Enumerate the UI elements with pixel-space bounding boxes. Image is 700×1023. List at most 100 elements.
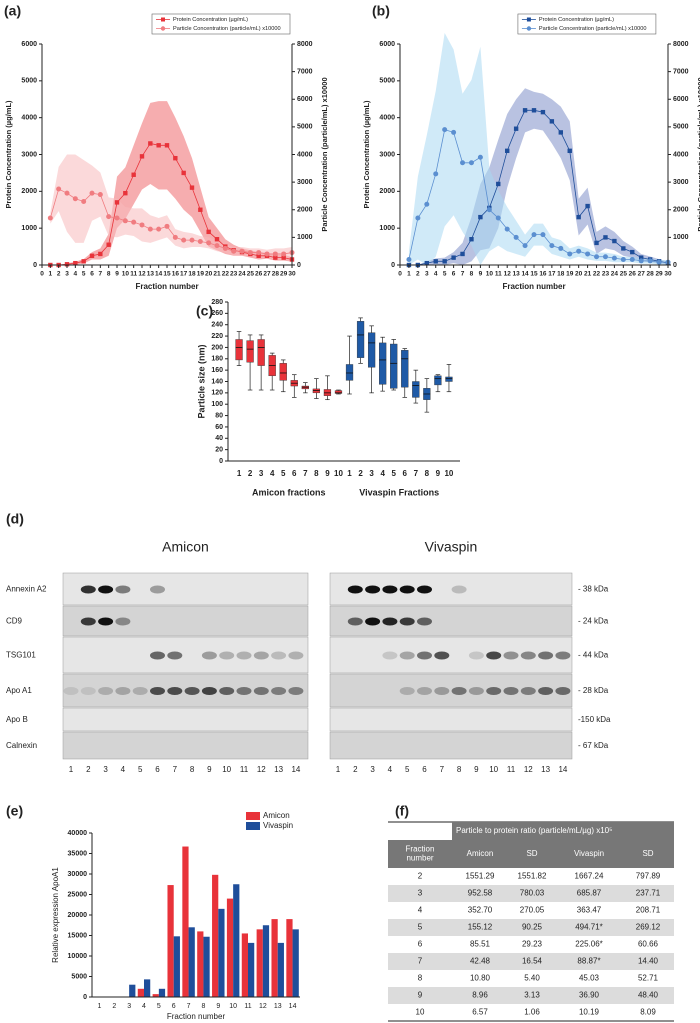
- lane-label: 14: [558, 765, 567, 774]
- box: [345, 364, 354, 381]
- marker: [214, 243, 220, 249]
- x-tick-label: 23: [602, 271, 610, 278]
- lane-label: 3: [103, 765, 108, 774]
- x-tick-label: 7: [414, 469, 419, 478]
- bar: [271, 919, 278, 997]
- marker: [72, 196, 78, 202]
- y-tick-label: 0: [83, 994, 87, 1001]
- table-cell: 88.87*: [577, 957, 600, 966]
- lane-label: 10: [489, 765, 498, 774]
- protein-label: CD9: [6, 617, 23, 626]
- lane-label: 4: [388, 765, 393, 774]
- bar: [197, 931, 204, 997]
- column-header: Vivaspin: [574, 849, 604, 858]
- blot-band: [271, 651, 287, 660]
- bar: [144, 979, 151, 997]
- marker: [639, 255, 644, 260]
- marker: [477, 154, 483, 160]
- blot-title: Vivaspin: [425, 539, 478, 555]
- column-header: SD: [642, 849, 653, 858]
- x-tick-label: 12: [259, 1003, 267, 1010]
- table-row-bg: [388, 868, 674, 885]
- marker: [114, 200, 120, 205]
- blot-band: [201, 687, 217, 695]
- bar: [218, 908, 225, 997]
- x-tick-label: 13: [274, 1003, 282, 1010]
- y2-tick-label: 3000: [673, 179, 689, 186]
- marker: [460, 251, 465, 257]
- marker: [198, 207, 203, 212]
- y-tick-label: 120: [211, 390, 223, 397]
- blot-band: [150, 651, 165, 660]
- size-label: - 67 kDa: [578, 741, 609, 750]
- blot-band: [132, 687, 148, 695]
- panel-label: (f): [395, 803, 409, 819]
- box: [257, 339, 265, 366]
- x-tick-label: 5: [281, 469, 286, 478]
- box: [401, 350, 409, 388]
- blot-band: [184, 687, 200, 695]
- marker: [424, 260, 429, 266]
- bar: [226, 898, 234, 997]
- x-tick-label: 29: [655, 271, 663, 278]
- blot-band: [63, 687, 79, 695]
- legend-marker: [160, 26, 166, 31]
- marker: [173, 155, 178, 161]
- x-tick-label: 19: [197, 271, 205, 278]
- bar: [241, 933, 248, 997]
- table-cell: 60.66: [638, 940, 659, 949]
- y2-tick-label: 0: [297, 262, 301, 269]
- x-tick-label: 8: [425, 469, 430, 478]
- marker: [478, 214, 483, 220]
- blot-band: [115, 617, 131, 626]
- marker: [522, 108, 528, 113]
- x-tick-label: 6: [172, 1003, 176, 1010]
- x-tick-label: 3: [65, 271, 69, 278]
- x-tick-label: 23: [230, 271, 238, 278]
- size-label: - 24 kDa: [578, 617, 609, 626]
- lane-label: 2: [86, 765, 91, 774]
- bar: [292, 929, 299, 997]
- x-tick-label: 6: [403, 469, 408, 478]
- y2-tick-label: 0: [673, 262, 677, 269]
- box: [412, 381, 420, 398]
- table-cell: 8.09: [640, 1008, 656, 1017]
- x-tick-label: 1: [49, 271, 53, 278]
- box: [334, 390, 343, 394]
- x-tick-label: 16: [539, 271, 547, 278]
- marker: [56, 186, 62, 192]
- x-tick-label: 11: [130, 271, 137, 278]
- group-label: Vivaspin Fractions: [359, 487, 439, 497]
- marker: [513, 126, 519, 131]
- blot-band: [417, 651, 432, 660]
- table-cell: 363.47: [577, 906, 602, 915]
- box: [445, 376, 453, 382]
- bar: [167, 885, 174, 997]
- marker: [73, 260, 78, 266]
- x-tick-label: 8: [107, 271, 111, 278]
- lane-label: 6: [422, 765, 427, 774]
- blot-band: [80, 687, 96, 695]
- lane-label: 8: [190, 765, 195, 774]
- blot-band: [236, 651, 252, 660]
- x-tick-label: 3: [127, 1003, 131, 1010]
- marker: [181, 237, 187, 243]
- y-tick-label: 260: [211, 310, 223, 317]
- lane-label: 7: [173, 765, 178, 774]
- bar: [262, 925, 270, 997]
- blot-band: [80, 585, 96, 594]
- marker: [131, 172, 136, 177]
- marker: [139, 222, 145, 228]
- lane-label: 14: [291, 765, 300, 774]
- x-tick-label: 11: [495, 271, 502, 278]
- y-tick-label: 280: [211, 299, 223, 306]
- table-cell: 155.12: [468, 923, 493, 932]
- box: [279, 363, 287, 381]
- table-cell: 48.40: [638, 991, 659, 1000]
- y-tick-label: 5000: [21, 78, 37, 85]
- blot-band: [399, 617, 415, 626]
- marker: [496, 181, 501, 187]
- y-tick-label: 2000: [21, 188, 37, 195]
- blot-band: [555, 687, 571, 695]
- bar: [212, 874, 219, 997]
